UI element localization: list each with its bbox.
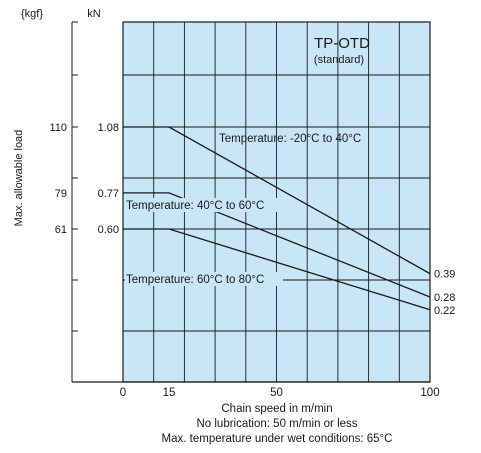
x-axis-title: Chain speed in m/min [221, 403, 332, 415]
kgf-tick-label: 61 [55, 224, 67, 236]
unit-kgf-label: {kgf} [21, 8, 43, 20]
series-line [123, 228, 431, 311]
series-line [123, 192, 431, 298]
kn-tick-label: 1.08 [98, 122, 119, 134]
series-name-label: Temperature: 60°C to 80°C [126, 274, 264, 286]
x-tick-label: 0 [120, 387, 126, 399]
axes [71, 21, 431, 383]
series-end-label: 0.28 [434, 292, 455, 304]
x-tick-label: 50 [270, 387, 283, 399]
kn-tick-label: 0.77 [98, 188, 119, 200]
unit-kn-label: kN [87, 8, 101, 20]
note-wet-temperature: Max. temperature under wet conditions: 6… [161, 433, 393, 445]
series-line [123, 126, 431, 275]
series-end-label: 0.22 [434, 305, 455, 317]
chart-subtitle: (standard) [314, 54, 364, 66]
series-name-label: Temperature: 40°C to 60°C [126, 200, 264, 212]
series-name-backdrop [125, 272, 283, 286]
series-lines [123, 126, 431, 311]
y-axis-title: Max. allowable load [13, 130, 25, 227]
kn-tick-label: 0.60 [98, 224, 119, 236]
note-lubrication: No lubrication: 50 m/min or less [196, 418, 358, 430]
series-end-label: 0.39 [434, 269, 455, 281]
kgf-tick-label: 79 [55, 188, 67, 200]
kgf-tick-label: 110 [49, 122, 67, 134]
x-tick-label: 15 [163, 387, 176, 399]
series-name-backdrop [125, 198, 278, 212]
x-tick-label: 100 [420, 387, 439, 399]
series-name-label: Temperature: -20°C to 40°C [219, 133, 361, 145]
chart-labels: 110 79 61 1.08 0.77 0.60 0 15 50 100 0.39 0.280.22 T… [49, 122, 455, 399]
chart-title: TP-OTD [314, 35, 370, 52]
